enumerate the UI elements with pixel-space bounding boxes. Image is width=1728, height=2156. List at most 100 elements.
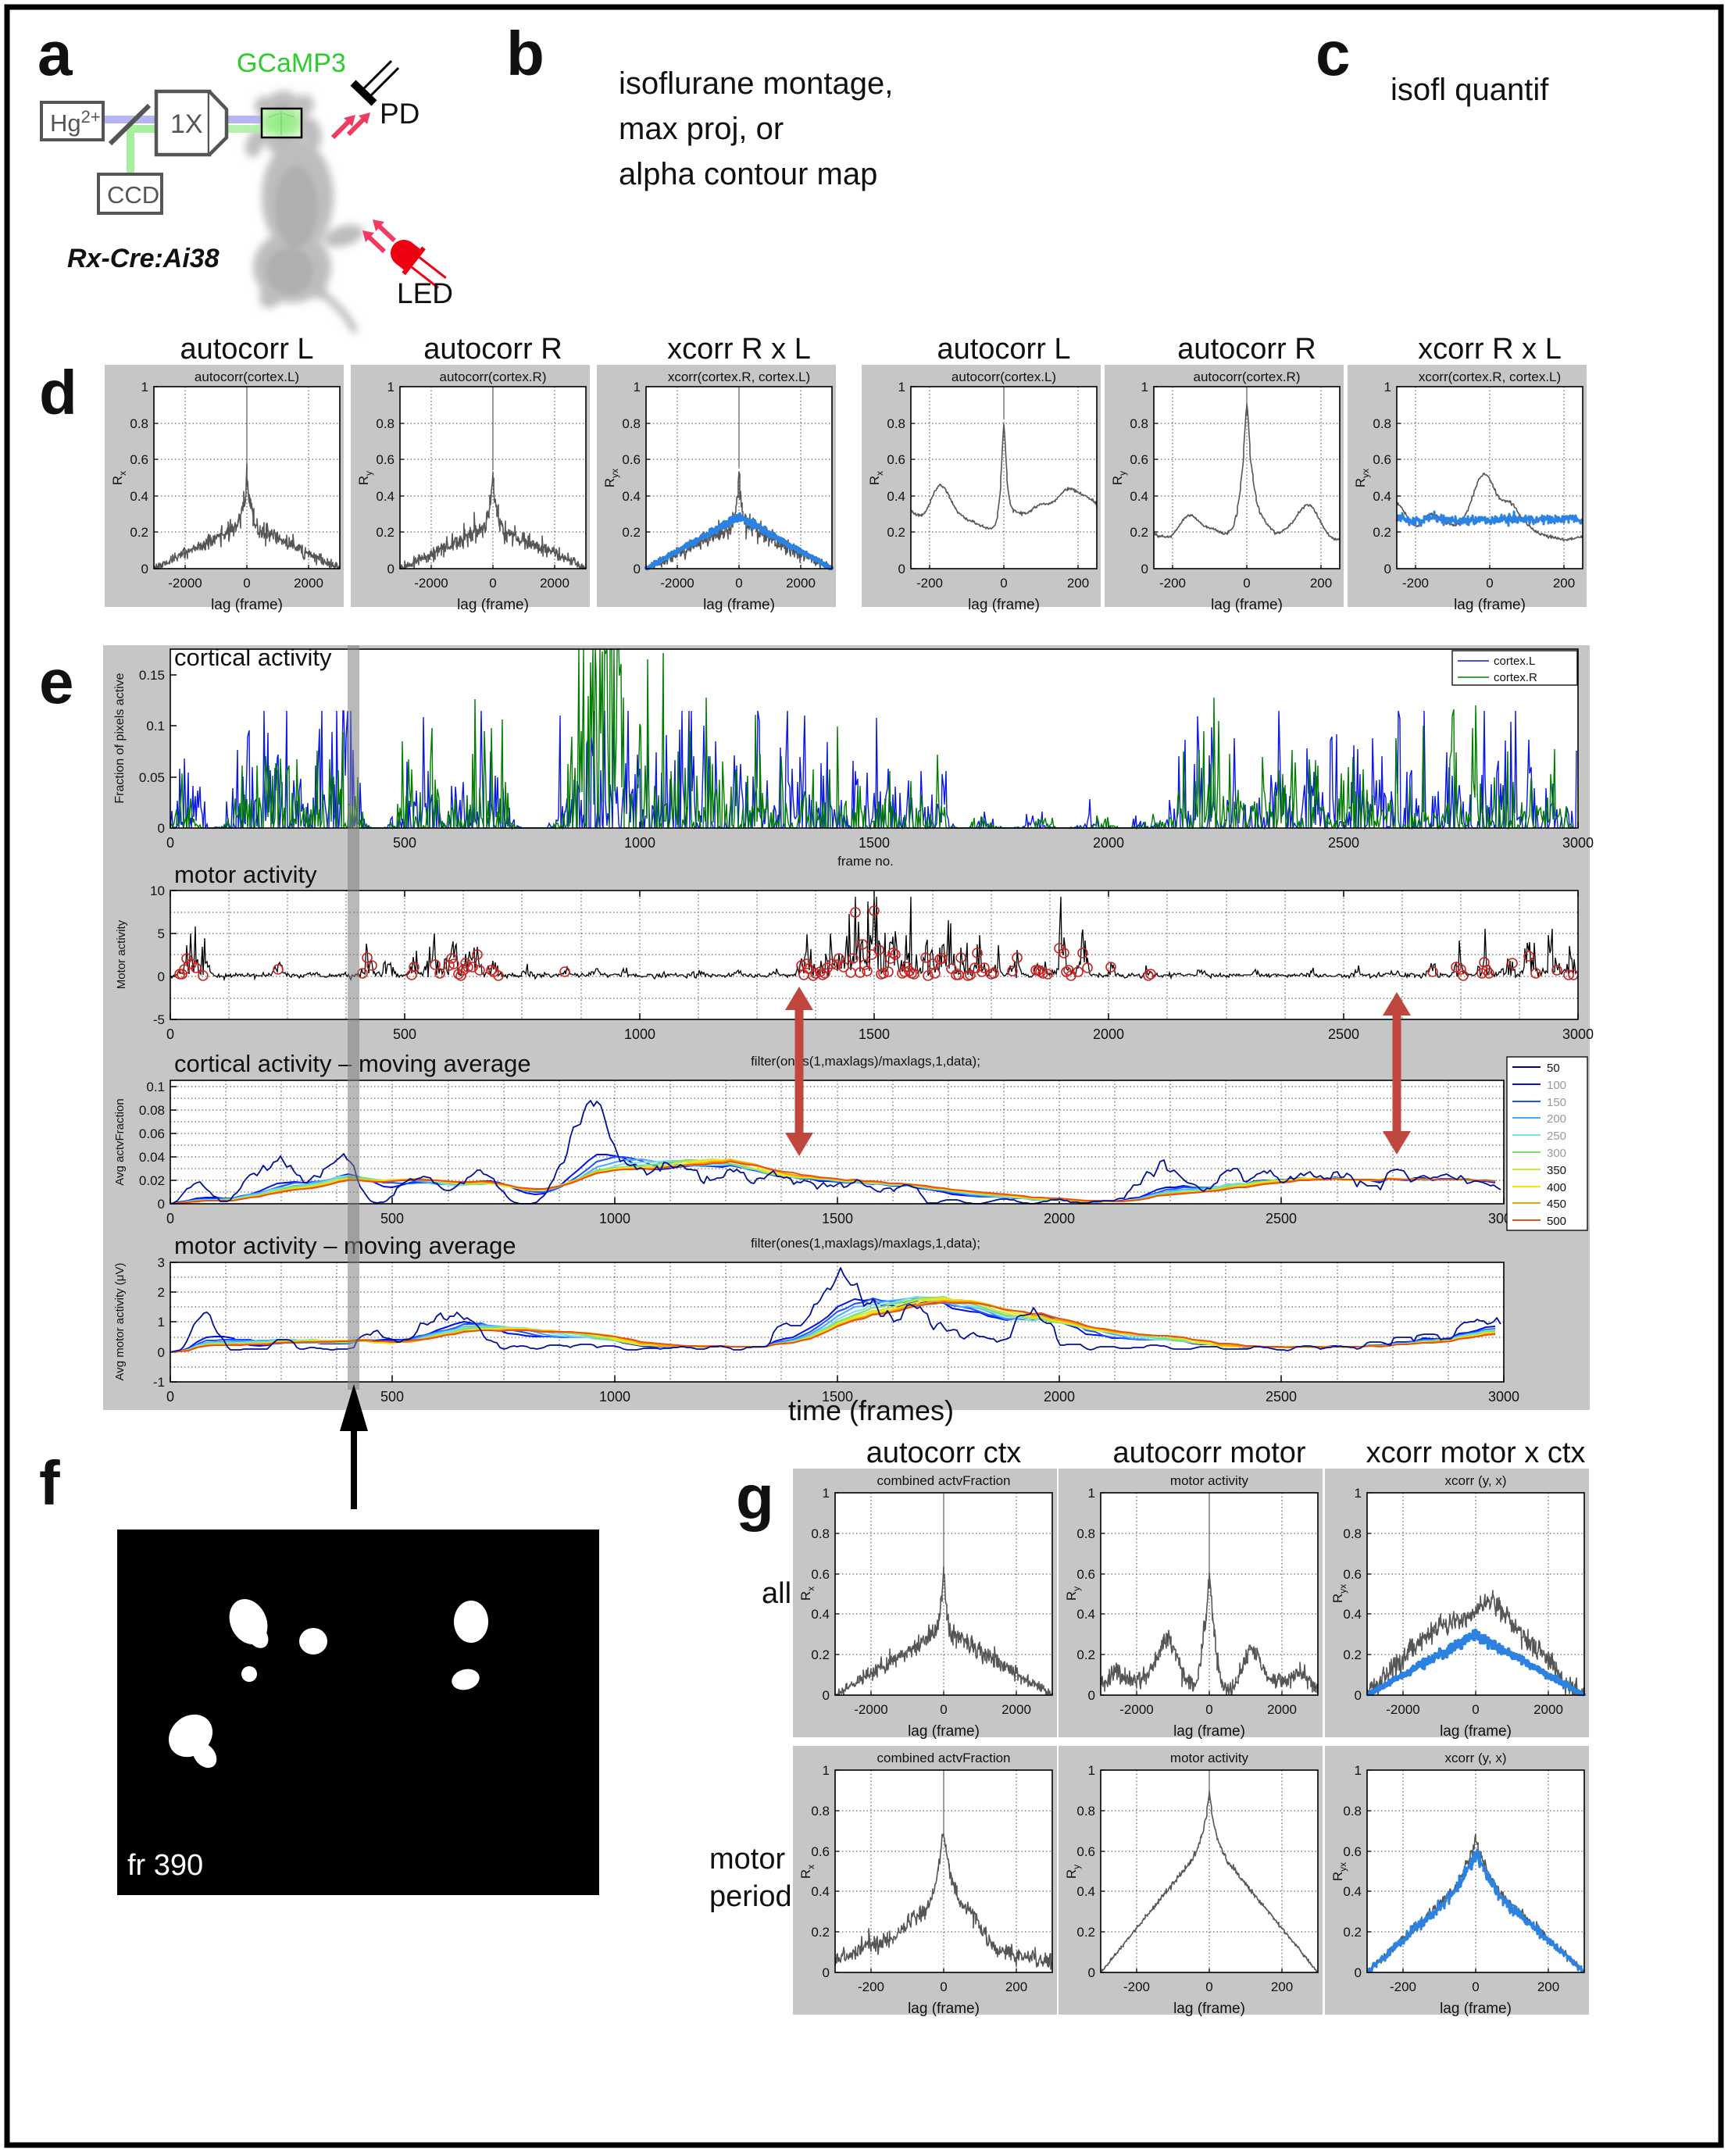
svg-text:0.6: 0.6 xyxy=(1076,1844,1095,1859)
svg-text:0.4: 0.4 xyxy=(622,489,641,504)
svg-text:0: 0 xyxy=(166,1026,174,1042)
svg-text:3000: 3000 xyxy=(1562,835,1594,851)
svg-text:400: 400 xyxy=(1547,1181,1566,1194)
svg-text:xcorr (y, x): xcorr (y, x) xyxy=(1444,1473,1506,1488)
svg-text:motor: motor xyxy=(709,1843,785,1876)
svg-text:0.2: 0.2 xyxy=(622,525,641,540)
svg-text:50: 50 xyxy=(1547,1062,1560,1075)
svg-text:1: 1 xyxy=(158,1315,165,1330)
svg-text:2000: 2000 xyxy=(1093,1026,1124,1042)
svg-text:0.8: 0.8 xyxy=(811,1804,830,1819)
svg-text:500: 500 xyxy=(380,1211,404,1226)
svg-text:lag (frame): lag (frame) xyxy=(1440,2001,1512,2017)
svg-text:3000: 3000 xyxy=(1488,1389,1519,1405)
svg-text:isofl quantif: isofl quantif xyxy=(1391,73,1549,107)
svg-text:1: 1 xyxy=(1355,1486,1362,1501)
svg-text:lag (frame): lag (frame) xyxy=(1173,1723,1245,1740)
svg-text:isoflurane montage,: isoflurane montage, xyxy=(619,66,893,101)
svg-text:max proj, or: max proj, or xyxy=(619,112,784,146)
svg-text:2500: 2500 xyxy=(1328,835,1359,851)
svg-text:0.4: 0.4 xyxy=(1076,1607,1095,1622)
svg-text:2500: 2500 xyxy=(1266,1389,1297,1405)
svg-text:0: 0 xyxy=(1243,576,1250,591)
svg-text:2000: 2000 xyxy=(1044,1211,1075,1226)
svg-text:2000: 2000 xyxy=(1533,1702,1563,1717)
svg-text:1: 1 xyxy=(823,1486,830,1501)
svg-text:filter(ones(1,maxlags)/maxlags: filter(ones(1,maxlags)/maxlags,1,data); xyxy=(751,1054,980,1069)
svg-text:0.6: 0.6 xyxy=(1343,1844,1362,1859)
svg-text:lag (frame): lag (frame) xyxy=(908,1723,980,1740)
svg-text:Avg actvFraction: Avg actvFraction xyxy=(113,1098,127,1185)
svg-text:cortical activity: cortical activity xyxy=(174,644,332,671)
svg-text:0: 0 xyxy=(1355,1965,1362,1980)
svg-text:100: 100 xyxy=(1547,1079,1566,1092)
svg-text:0.2: 0.2 xyxy=(1343,1925,1362,1940)
svg-text:3000: 3000 xyxy=(1562,1026,1594,1042)
svg-text:-1: -1 xyxy=(153,1375,165,1390)
svg-text:0: 0 xyxy=(823,1688,830,1703)
svg-text:-200: -200 xyxy=(1402,576,1429,591)
svg-text:Hg2+: Hg2+ xyxy=(50,107,101,137)
svg-text:1: 1 xyxy=(1088,1763,1095,1778)
svg-text:1: 1 xyxy=(1141,380,1148,394)
svg-text:0.6: 0.6 xyxy=(376,452,395,467)
svg-text:period: period xyxy=(709,1880,792,1913)
svg-text:1000: 1000 xyxy=(624,1026,655,1042)
svg-text:0: 0 xyxy=(735,576,742,591)
svg-text:500: 500 xyxy=(1547,1215,1566,1228)
svg-text:lag (frame): lag (frame) xyxy=(908,2001,980,2017)
svg-text:1: 1 xyxy=(634,380,641,394)
svg-text:350: 350 xyxy=(1547,1164,1566,1177)
svg-text:2000: 2000 xyxy=(786,576,816,591)
svg-text:200: 200 xyxy=(1537,1979,1559,1994)
svg-text:2500: 2500 xyxy=(1328,1026,1359,1042)
svg-text:xcorr(cortex.R, cortex.L): xcorr(cortex.R, cortex.L) xyxy=(668,369,810,384)
svg-text:0.4: 0.4 xyxy=(811,1884,830,1899)
svg-text:10: 10 xyxy=(150,883,165,898)
svg-text:GCaMP3: GCaMP3 xyxy=(237,48,346,78)
svg-text:2000: 2000 xyxy=(294,576,323,591)
svg-text:xcorr (y, x): xcorr (y, x) xyxy=(1444,1751,1506,1765)
svg-text:1000: 1000 xyxy=(599,1389,630,1405)
svg-text:0: 0 xyxy=(1088,1965,1095,1980)
svg-text:autocorr ctx: autocorr ctx xyxy=(866,1437,1022,1469)
svg-text:0.6: 0.6 xyxy=(1076,1567,1095,1582)
svg-text:1500: 1500 xyxy=(822,1389,853,1405)
svg-text:0: 0 xyxy=(1384,562,1391,576)
svg-text:2500: 2500 xyxy=(1266,1211,1297,1226)
svg-text:autocorr L: autocorr L xyxy=(937,333,1070,366)
svg-text:1: 1 xyxy=(823,1763,830,1778)
svg-text:g: g xyxy=(736,1462,774,1532)
svg-text:cortex.R: cortex.R xyxy=(1494,671,1537,684)
svg-text:autocorr(cortex.L): autocorr(cortex.L) xyxy=(951,369,1056,384)
svg-text:2000: 2000 xyxy=(1001,1702,1031,1717)
svg-text:0: 0 xyxy=(634,562,641,576)
svg-text:1: 1 xyxy=(1355,1763,1362,1778)
svg-text:b: b xyxy=(506,19,544,88)
svg-text:0.8: 0.8 xyxy=(1076,1526,1095,1541)
svg-text:0: 0 xyxy=(158,969,165,984)
svg-text:0: 0 xyxy=(1141,562,1148,576)
svg-text:lag (frame): lag (frame) xyxy=(703,597,775,613)
svg-text:0.6: 0.6 xyxy=(811,1567,830,1582)
svg-text:xcorr R x L: xcorr R x L xyxy=(1418,333,1562,366)
svg-text:-200: -200 xyxy=(858,1979,884,1994)
svg-text:CCD: CCD xyxy=(107,181,159,209)
svg-text:1500: 1500 xyxy=(822,1211,853,1226)
svg-text:2000: 2000 xyxy=(1044,1389,1075,1405)
svg-text:0: 0 xyxy=(1205,1702,1212,1717)
svg-text:frame no.: frame no. xyxy=(837,854,894,869)
svg-text:0.15: 0.15 xyxy=(139,668,165,683)
svg-text:200: 200 xyxy=(1067,576,1089,591)
svg-text:0.4: 0.4 xyxy=(1076,1884,1095,1899)
svg-text:0.04: 0.04 xyxy=(139,1150,165,1165)
svg-text:0.4: 0.4 xyxy=(130,489,148,504)
svg-text:3: 3 xyxy=(158,1255,165,1270)
svg-text:all: all xyxy=(762,1577,791,1610)
svg-text:0.4: 0.4 xyxy=(1130,489,1148,504)
svg-text:0.02: 0.02 xyxy=(139,1173,165,1188)
svg-text:0.8: 0.8 xyxy=(887,416,905,431)
svg-text:300: 300 xyxy=(1547,1147,1566,1160)
svg-text:2000: 2000 xyxy=(540,576,569,591)
svg-text:time (frames): time (frames) xyxy=(788,1394,954,1426)
